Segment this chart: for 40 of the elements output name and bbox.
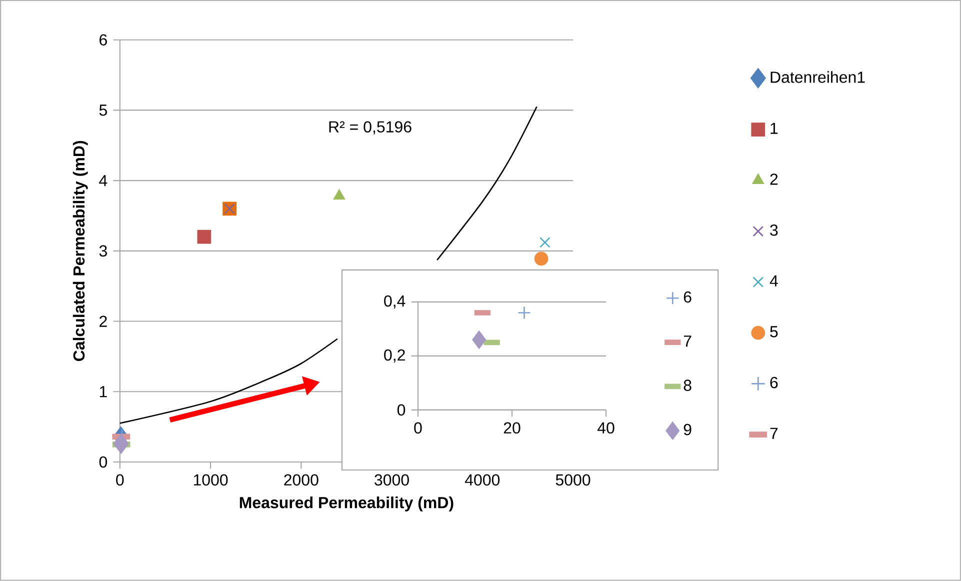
y-tick-label: 0,4 [384, 295, 406, 309]
legend-label: 8 [684, 380, 692, 392]
y-tick-label: 0 [99, 456, 108, 468]
x-tick-label: 0 [414, 422, 422, 434]
y-tick-label: 2 [100, 316, 107, 327]
legend-label: 6 [684, 291, 692, 303]
y-tick-label: 0,2 [384, 349, 405, 363]
y-axis-title: Calculated Permeability (mD) [72, 141, 88, 362]
y-tick-label: 0 [397, 404, 406, 416]
point [534, 252, 548, 266]
y-tick-label: 4 [99, 175, 108, 186]
point [518, 306, 531, 320]
y-tick-label: 3 [99, 245, 107, 257]
legend-label: 3 [770, 224, 778, 236]
legend-label: 7 [770, 428, 778, 439]
legend-label: 2 [770, 174, 778, 185]
legend-label: 5 [770, 326, 778, 338]
y-tick-label: 1 [100, 386, 107, 398]
x-tick-label: 40 [598, 422, 614, 434]
legend-label: Datenreihen1 [770, 71, 865, 83]
x-tick-label: 3000 [374, 474, 409, 486]
annotation: R² = 0,5196 [329, 121, 412, 134]
x-tick-label: 0 [116, 474, 124, 486]
x-tick-label: 4000 [464, 474, 500, 486]
x-tick-label: 20 [504, 422, 520, 434]
legend-label: 6 [770, 376, 778, 388]
x-tick-label: 5000 [556, 474, 590, 486]
x-tick-label: 2000 [284, 474, 318, 486]
legend-label: 7 [684, 336, 692, 347]
legend-label: 1 [770, 122, 778, 134]
legend-label: 9 [684, 424, 692, 436]
legend-label: 4 [770, 275, 778, 286]
point [113, 433, 129, 454]
y-tick-label: 6 [100, 34, 107, 46]
point [472, 330, 486, 350]
point [197, 230, 212, 244]
point [540, 237, 550, 248]
x-tick-label: 1000 [194, 474, 228, 486]
y-tick-label: 5 [99, 104, 107, 116]
x-axis-title: Measured Permeability (mD) [240, 496, 454, 512]
